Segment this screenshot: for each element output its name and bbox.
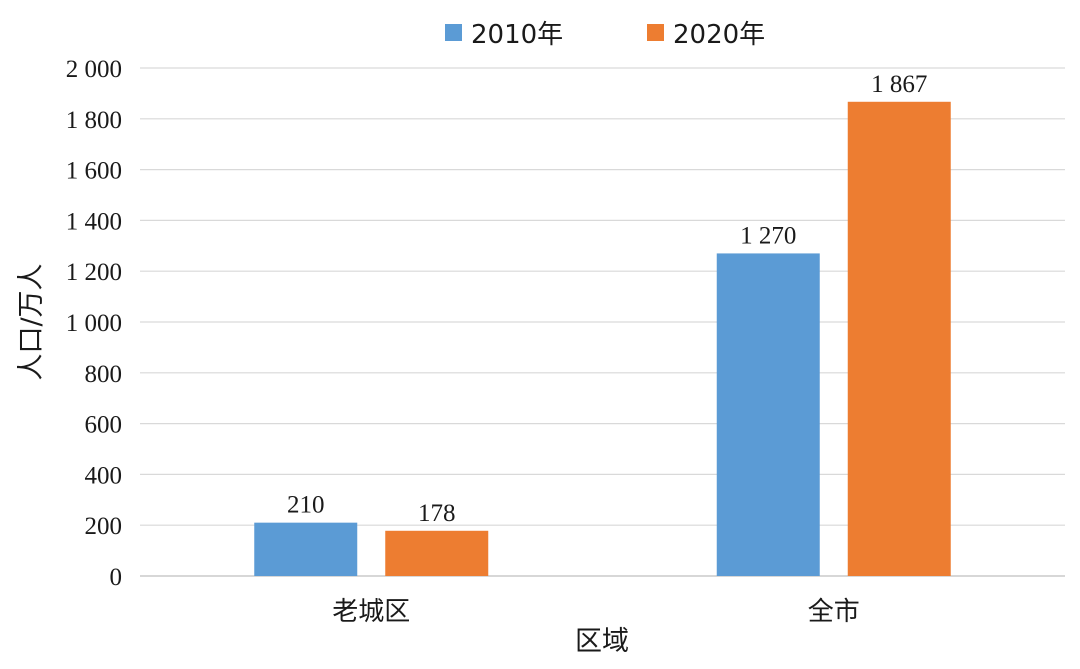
bar [385,530,489,576]
y-tick-label: 600 [85,412,123,439]
y-tick-label: 1 200 [66,259,122,286]
y-tick-label: 1 600 [66,158,122,185]
legend-swatch [647,24,664,41]
bar-labels: 210 178 1 270 1 867 [287,71,927,527]
y-axis-ticks: 0 200 400 600 800 1 000 1 200 1 400 1 600 1 800 2 … [66,56,122,591]
y-axis-title: 人口/万人 [16,263,47,380]
y-tick-label: 2 000 [66,56,122,83]
x-category-label: 老城区 [332,597,410,627]
bars [254,101,951,577]
legend-label: 2010年 [471,20,563,50]
y-tick-label: 200 [85,513,123,540]
legend: 2010年 2020年 [445,20,765,50]
x-axis-categories: 老城区 全市 [332,597,860,627]
y-tick-label: 800 [85,361,123,388]
y-tick-label: 1 000 [66,310,122,337]
legend-swatch [445,24,462,41]
x-category-label: 全市 [808,597,860,627]
y-tick-label: 400 [85,462,123,489]
x-axis-title: 区域 [575,626,629,657]
y-tick-label: 0 [110,564,123,591]
bar-data-label: 1 867 [871,71,927,98]
bar-data-label: 1 270 [740,222,796,249]
bar [847,101,951,577]
bar-data-label: 178 [418,500,456,527]
y-tick-label: 1 800 [66,107,122,134]
y-tick-label: 1 400 [66,208,122,235]
bar [254,522,358,576]
bar [716,253,820,577]
legend-label: 2020年 [673,20,765,50]
bar-data-label: 210 [287,492,325,519]
